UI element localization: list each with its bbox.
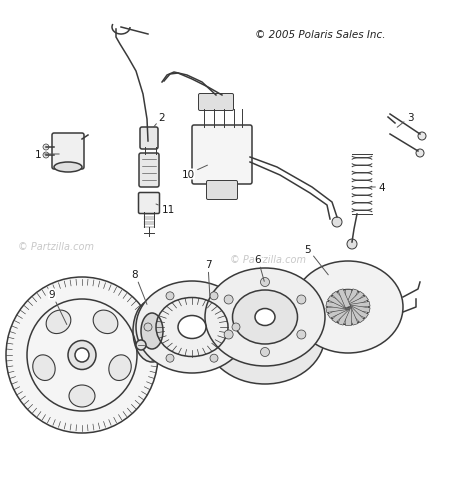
Polygon shape	[346, 306, 364, 323]
Polygon shape	[338, 307, 351, 325]
Polygon shape	[346, 305, 368, 319]
Polygon shape	[345, 307, 351, 326]
Circle shape	[210, 354, 218, 362]
Ellipse shape	[178, 316, 206, 339]
Circle shape	[43, 153, 49, 159]
Text: 2: 2	[154, 113, 165, 128]
Circle shape	[224, 295, 233, 304]
Circle shape	[347, 240, 357, 250]
Ellipse shape	[233, 290, 298, 344]
Ellipse shape	[141, 313, 163, 349]
Ellipse shape	[46, 311, 71, 334]
Polygon shape	[347, 302, 370, 310]
Ellipse shape	[133, 300, 171, 362]
Ellipse shape	[33, 355, 55, 381]
Ellipse shape	[327, 290, 369, 325]
Text: 11: 11	[156, 204, 174, 215]
Polygon shape	[346, 289, 358, 308]
Polygon shape	[346, 292, 364, 309]
Polygon shape	[347, 305, 370, 313]
Circle shape	[210, 292, 218, 300]
Circle shape	[224, 330, 233, 339]
FancyBboxPatch shape	[138, 193, 159, 214]
Circle shape	[144, 324, 152, 331]
Ellipse shape	[75, 348, 89, 362]
Circle shape	[297, 330, 306, 339]
Circle shape	[418, 133, 426, 141]
Circle shape	[261, 348, 270, 357]
Ellipse shape	[68, 341, 96, 370]
FancyBboxPatch shape	[199, 94, 234, 111]
Ellipse shape	[136, 281, 248, 373]
Polygon shape	[338, 289, 351, 308]
Text: 4: 4	[371, 182, 385, 192]
Text: 9: 9	[49, 289, 67, 325]
FancyBboxPatch shape	[52, 134, 84, 169]
Text: © Partzilla.com: © Partzilla.com	[18, 241, 94, 252]
Circle shape	[297, 295, 306, 304]
FancyBboxPatch shape	[140, 128, 158, 150]
Text: 8: 8	[132, 269, 147, 305]
Circle shape	[136, 340, 146, 350]
Text: 10: 10	[182, 166, 208, 180]
Circle shape	[43, 144, 49, 151]
Polygon shape	[345, 289, 351, 307]
FancyBboxPatch shape	[139, 154, 159, 188]
Ellipse shape	[54, 163, 82, 173]
Polygon shape	[328, 305, 349, 319]
FancyBboxPatch shape	[207, 181, 237, 200]
Circle shape	[166, 354, 174, 362]
Text: © 2005 Polaris Sales Inc.: © 2005 Polaris Sales Inc.	[255, 30, 385, 40]
Circle shape	[416, 150, 424, 157]
Polygon shape	[326, 305, 348, 313]
Polygon shape	[326, 302, 348, 310]
Ellipse shape	[255, 309, 275, 326]
Ellipse shape	[93, 311, 118, 334]
Ellipse shape	[205, 287, 325, 384]
Polygon shape	[332, 292, 350, 309]
Ellipse shape	[69, 385, 95, 407]
Ellipse shape	[205, 268, 325, 366]
Polygon shape	[328, 296, 349, 309]
Polygon shape	[332, 306, 350, 323]
Text: 5: 5	[305, 244, 328, 275]
Text: © Partzilla.com: © Partzilla.com	[230, 254, 306, 264]
Ellipse shape	[109, 355, 131, 381]
Text: 3: 3	[397, 113, 413, 128]
FancyBboxPatch shape	[192, 126, 252, 185]
Circle shape	[332, 217, 342, 228]
Ellipse shape	[6, 277, 158, 433]
Circle shape	[166, 292, 174, 300]
Circle shape	[232, 324, 240, 331]
Text: 6: 6	[255, 254, 264, 282]
Text: 7: 7	[205, 260, 211, 297]
Circle shape	[261, 278, 270, 287]
Polygon shape	[346, 307, 358, 325]
Polygon shape	[346, 296, 368, 309]
Text: 1: 1	[35, 150, 59, 160]
Ellipse shape	[293, 262, 403, 353]
